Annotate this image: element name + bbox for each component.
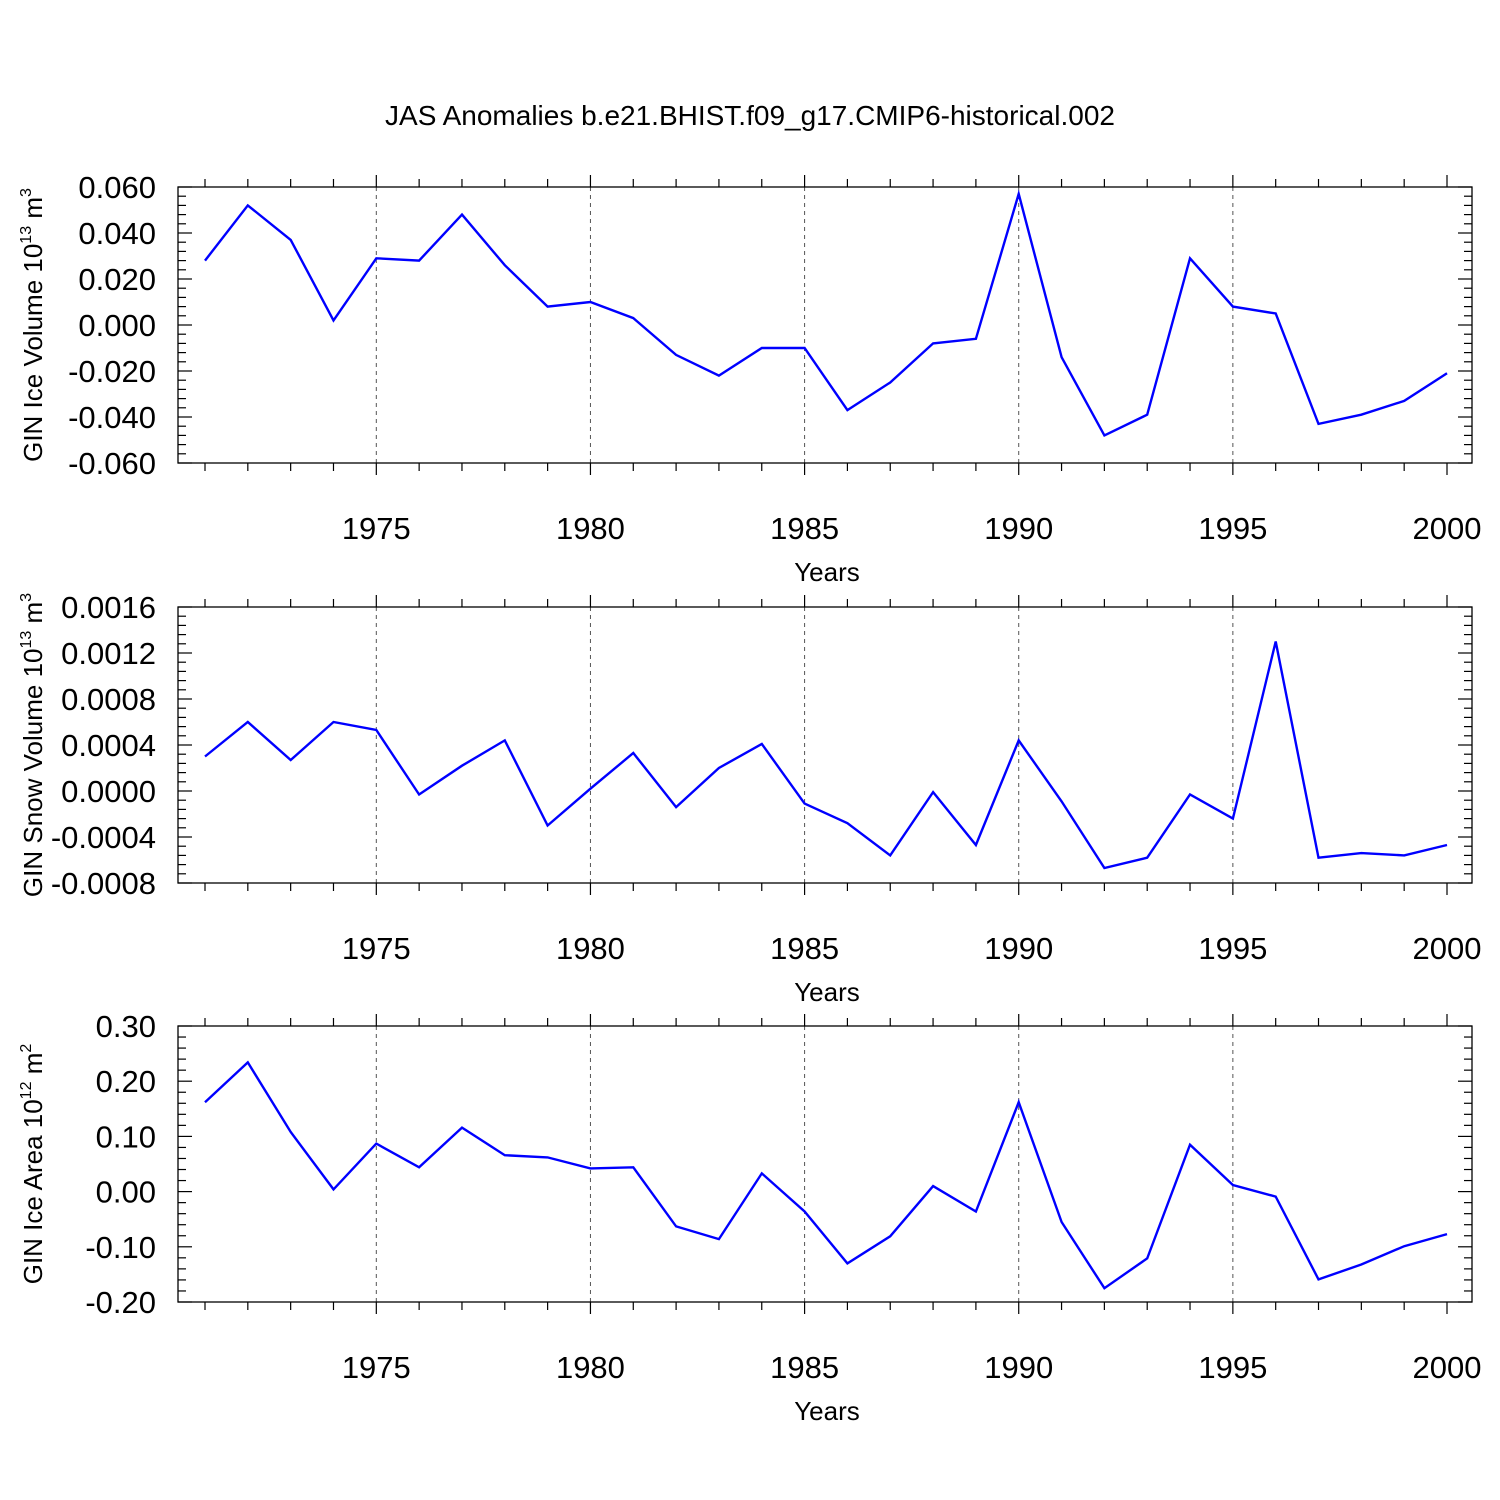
series-line bbox=[204, 641, 1448, 870]
series-line bbox=[204, 1060, 1448, 1290]
x-tick-label: 1995 bbox=[1198, 1350, 1267, 1385]
x-axis-label: Years bbox=[794, 977, 860, 1007]
y-tick-label: -0.060 bbox=[68, 446, 156, 481]
x-tick-label: 2000 bbox=[1413, 511, 1482, 546]
y-tick-label: -0.10 bbox=[85, 1230, 156, 1265]
chart-panel-1: -0.060 -0.040 -0.020 0.000 0.020 0.040 0.060 19… bbox=[18, 170, 1481, 587]
series-line bbox=[204, 189, 1448, 437]
chart-title: JAS Anomalies b.e21.BHIST.f09_g17.CMIP6-… bbox=[385, 100, 1115, 131]
y-axis-label: GIN Ice Volume 1013 m3 bbox=[18, 188, 48, 462]
y-tick-label: -0.020 bbox=[68, 354, 156, 389]
x-tick-label: 1975 bbox=[342, 511, 411, 546]
x-tick-label: 1990 bbox=[984, 931, 1053, 966]
x-axis-label: Years bbox=[794, 557, 860, 587]
x-tick-label: 1995 bbox=[1198, 931, 1267, 966]
x-tick-label: 1980 bbox=[556, 1350, 625, 1385]
y-tick-label: -0.040 bbox=[68, 400, 156, 435]
y-tick-label: 0.0012 bbox=[61, 636, 156, 671]
y-tick-label: 0.0000 bbox=[61, 774, 156, 809]
y-tick-label: 0.020 bbox=[78, 262, 156, 297]
x-tick-label: 2000 bbox=[1413, 931, 1482, 966]
y-tick-label: 0.060 bbox=[78, 170, 156, 205]
y-tick-label: 0.10 bbox=[96, 1119, 156, 1154]
y-tick-label: 0.0004 bbox=[61, 728, 156, 763]
y-tick-label: 0.30 bbox=[96, 1009, 156, 1044]
x-tick-label: 1980 bbox=[556, 931, 625, 966]
y-axis-label: GIN Ice Area 1012 m2 bbox=[18, 1044, 48, 1285]
panels: -0.060 -0.040 -0.020 0.000 0.020 0.040 0.060 19… bbox=[18, 170, 1481, 1426]
x-tick-label: 1985 bbox=[770, 1350, 839, 1385]
y-tick-label: -0.20 bbox=[85, 1285, 156, 1320]
x-axis-label: Years bbox=[794, 1396, 860, 1426]
y-axis-label: GIN Snow Volume 1013 m3 bbox=[18, 593, 48, 897]
y-tick-label: -0.0008 bbox=[51, 866, 156, 901]
x-tick-label: 1990 bbox=[984, 1350, 1053, 1385]
x-tick-label: 1985 bbox=[770, 511, 839, 546]
y-tick-label: 0.040 bbox=[78, 216, 156, 251]
y-tick-label: 0.0016 bbox=[61, 590, 156, 625]
y-tick-label: 0.00 bbox=[96, 1175, 156, 1210]
x-tick-label: 1995 bbox=[1198, 511, 1267, 546]
y-tick-label: 0.20 bbox=[96, 1064, 156, 1099]
y-tick-label: 0.0008 bbox=[61, 682, 156, 717]
x-tick-label: 1975 bbox=[342, 931, 411, 966]
chart-panel-2: -0.0008 -0.0004 0.0000 0.0004 0.0008 0.0012 0.… bbox=[18, 590, 1481, 1007]
y-tick-label: -0.0004 bbox=[51, 820, 156, 855]
x-tick-label: 1980 bbox=[556, 511, 625, 546]
y-tick-label: 0.000 bbox=[78, 308, 156, 343]
plot-frame bbox=[177, 1025, 1473, 1303]
x-tick-label: 1990 bbox=[984, 511, 1053, 546]
chart-panel-3: -0.20 -0.10 0.00 0.10 0.20 0.30 1975 1980 1985 19… bbox=[18, 1009, 1481, 1426]
x-tick-label: 1975 bbox=[342, 1350, 411, 1385]
x-tick-label: 2000 bbox=[1413, 1350, 1482, 1385]
x-tick-label: 1985 bbox=[770, 931, 839, 966]
